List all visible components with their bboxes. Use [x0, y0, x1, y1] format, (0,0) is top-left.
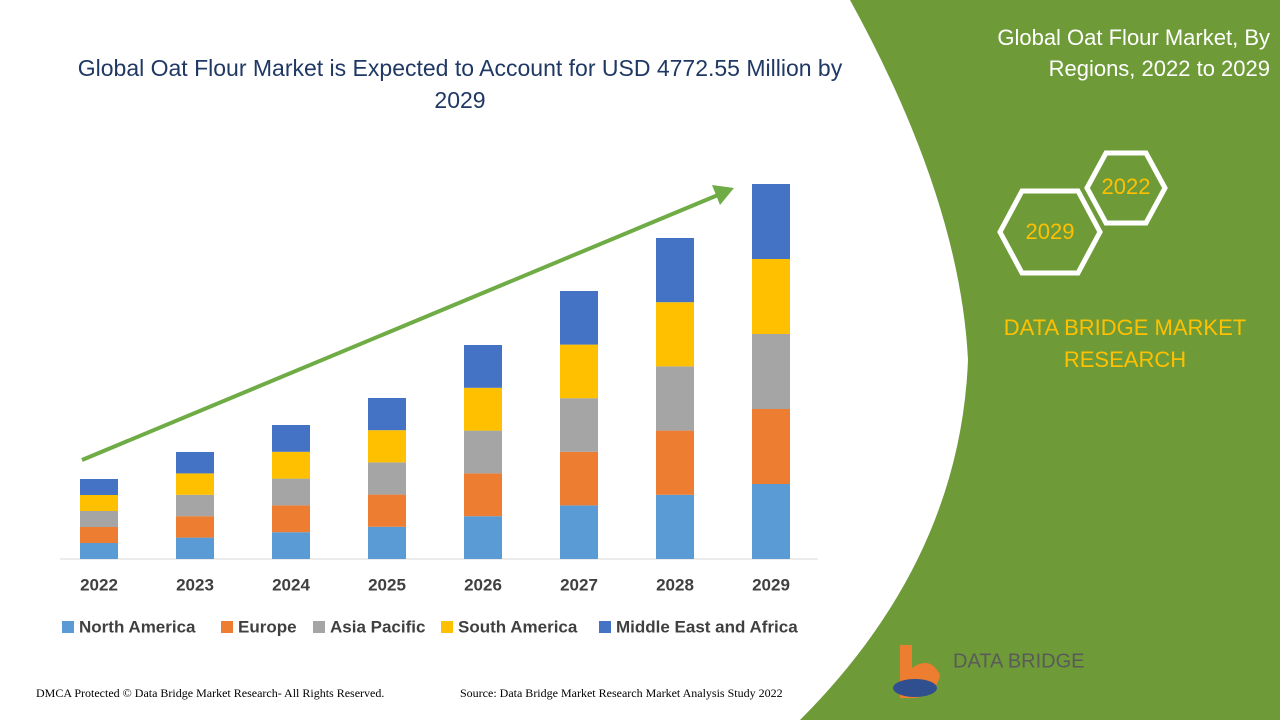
legend-swatch — [62, 621, 74, 633]
x-tick-label: 2022 — [80, 575, 118, 594]
bar-segment — [464, 387, 502, 431]
hexagons — [997, 150, 1168, 276]
bar-segment — [272, 451, 310, 479]
legend-label: Asia Pacific — [330, 617, 425, 636]
bar-segment — [752, 259, 790, 334]
bar-segment — [176, 516, 214, 538]
bar-segment — [560, 344, 598, 399]
bar-segment — [176, 494, 214, 517]
footer-right: Source: Data Bridge Market Research Mark… — [460, 686, 783, 700]
logo-text: DATA BRIDGE — [953, 650, 1085, 672]
bar-segment — [80, 527, 118, 543]
bar-segment — [272, 478, 310, 506]
legend-label: North America — [79, 617, 196, 636]
bar-segment — [656, 366, 694, 431]
bar-segment — [560, 398, 598, 452]
side-title: Global Oat Flour Market, By Regions, 202… — [997, 25, 1270, 81]
legend-swatch — [313, 621, 325, 633]
legend-swatch — [599, 621, 611, 633]
trend-arrow-head — [712, 185, 734, 205]
bar-segment — [464, 345, 502, 388]
x-tick-label: 2029 — [752, 575, 790, 594]
logo — [893, 645, 940, 699]
bar-segment — [656, 430, 694, 495]
bar-segment — [80, 495, 118, 511]
bar-segment — [80, 479, 118, 495]
brand: DATA BRIDGE MARKET RESEARCH — [1003, 315, 1247, 372]
x-tick-label: 2025 — [368, 575, 406, 594]
x-tick-label: 2027 — [560, 575, 598, 594]
bar-segment — [656, 494, 694, 559]
hexagon-label: 2029 — [1026, 219, 1075, 244]
x-tick-label: 2026 — [464, 575, 502, 594]
bar-segment — [368, 526, 406, 559]
bar-segment — [176, 473, 214, 495]
bar-segment — [272, 505, 310, 533]
legend-label: Europe — [238, 617, 297, 636]
x-tick-label: 2028 — [656, 575, 694, 594]
bar-segment — [368, 494, 406, 527]
bar-segment — [560, 505, 598, 559]
bar-segment — [368, 462, 406, 495]
legend-label: Middle East and Africa — [616, 617, 798, 636]
bar-segment — [656, 302, 694, 367]
legend-swatch — [441, 621, 453, 633]
x-tick-label: 2024 — [272, 575, 310, 594]
bar-segment — [176, 452, 214, 474]
bar-segment — [272, 425, 310, 452]
trend-arrow — [81, 193, 719, 462]
legend-label: South America — [458, 617, 578, 636]
bar-segment — [464, 430, 502, 474]
hexagon-label: 2022 — [1102, 174, 1151, 199]
footer-left: DMCA Protected © Data Bridge Market Rese… — [36, 686, 385, 700]
bar-segment — [368, 430, 406, 463]
bar-segment — [368, 398, 406, 431]
bar-segment — [560, 291, 598, 345]
bar-segment — [464, 473, 502, 517]
legend-swatch — [221, 621, 233, 633]
bar-segment — [80, 511, 118, 527]
bar-segment — [80, 543, 118, 559]
bar-segment — [272, 532, 310, 559]
bar-segment — [752, 334, 790, 409]
bar-segment — [752, 184, 790, 259]
bar-segment — [176, 537, 214, 559]
bar-segment — [560, 451, 598, 506]
bar-segment — [656, 238, 694, 303]
bar-segment — [752, 484, 790, 559]
bar-segment — [752, 409, 790, 484]
chart-title: Global Oat Flour Market is Expected to A… — [77, 55, 843, 113]
x-tick-label: 2023 — [176, 575, 214, 594]
bar-segment — [464, 516, 502, 559]
